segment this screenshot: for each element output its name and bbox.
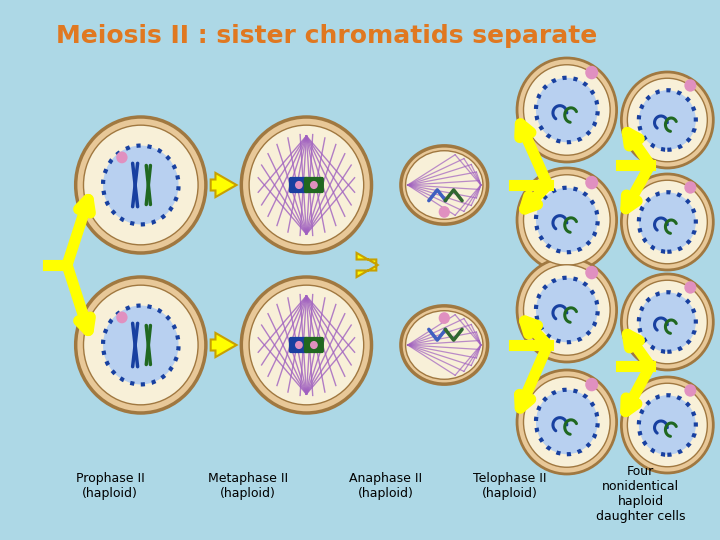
Ellipse shape [401,146,487,224]
Circle shape [523,65,610,155]
Circle shape [116,312,127,323]
Circle shape [241,117,372,253]
Circle shape [627,280,707,364]
Circle shape [438,206,450,218]
Ellipse shape [401,306,487,384]
Text: Four
nonidentical
haploid
daughter cells: Four nonidentical haploid daughter cells [596,465,685,523]
Circle shape [249,285,364,405]
Circle shape [585,266,598,279]
Ellipse shape [405,151,483,219]
Circle shape [627,383,707,467]
Circle shape [536,188,598,252]
Circle shape [627,180,707,264]
Circle shape [639,395,696,455]
Circle shape [585,378,598,392]
Circle shape [585,66,598,79]
Circle shape [517,370,616,474]
FancyBboxPatch shape [304,337,315,353]
FancyBboxPatch shape [289,337,300,353]
Circle shape [517,168,616,272]
FancyBboxPatch shape [312,177,324,193]
FancyBboxPatch shape [312,337,324,353]
FancyArrow shape [211,333,237,357]
FancyBboxPatch shape [289,177,300,193]
Circle shape [684,79,696,92]
Circle shape [295,181,303,189]
Circle shape [249,125,364,245]
Circle shape [76,117,206,253]
FancyArrow shape [356,253,378,277]
Circle shape [536,278,598,342]
Text: Anaphase II
(haploid): Anaphase II (haploid) [349,472,422,500]
Circle shape [523,265,610,355]
Text: Telophase II
(haploid): Telophase II (haploid) [473,472,546,500]
Text: Meiosis II : sister chromatids separate: Meiosis II : sister chromatids separate [56,24,598,48]
Circle shape [517,58,616,162]
Circle shape [621,174,714,270]
Circle shape [621,274,714,370]
Circle shape [639,292,696,352]
Text: Prophase II
(haploid): Prophase II (haploid) [76,472,144,500]
Circle shape [684,181,696,194]
Circle shape [639,90,696,150]
Circle shape [76,277,206,413]
Ellipse shape [405,310,483,379]
Circle shape [627,78,707,162]
Circle shape [310,181,318,189]
Circle shape [84,285,198,405]
Circle shape [103,146,179,225]
Circle shape [103,306,179,384]
Circle shape [684,384,696,397]
Circle shape [536,78,598,142]
Text: Metaphase II
(haploid): Metaphase II (haploid) [208,472,288,500]
Circle shape [523,175,610,265]
FancyBboxPatch shape [297,337,309,353]
Circle shape [621,72,714,168]
FancyBboxPatch shape [304,177,315,193]
Circle shape [639,192,696,252]
Circle shape [585,176,598,190]
Circle shape [438,312,450,324]
Circle shape [241,277,372,413]
Circle shape [621,377,714,473]
Circle shape [684,281,696,294]
Circle shape [310,341,318,349]
FancyArrow shape [211,173,237,197]
Circle shape [523,377,610,467]
Circle shape [84,125,198,245]
FancyBboxPatch shape [297,177,309,193]
Circle shape [536,390,598,454]
Circle shape [295,341,303,349]
Circle shape [517,258,616,362]
Circle shape [116,152,127,163]
